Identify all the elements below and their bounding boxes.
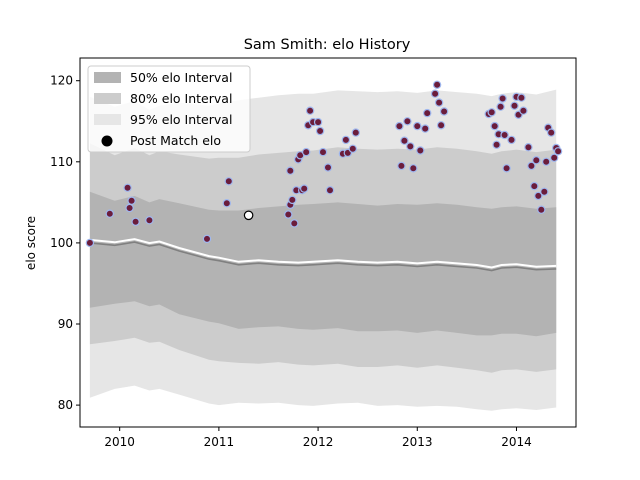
y-tick-label: 90 (58, 317, 73, 331)
post-match-point (517, 93, 526, 102)
legend-label: 95% elo Interval (130, 112, 232, 127)
post-match-point (397, 161, 406, 171)
post-match-point (540, 187, 549, 196)
post-match-point (507, 135, 516, 145)
post-match-point (284, 210, 293, 219)
legend-label: 80% elo Interval (130, 91, 232, 106)
post-match-point (487, 108, 496, 117)
post-match-point (532, 155, 541, 165)
x-tick-label: 2013 (402, 435, 433, 449)
legend-marker (101, 135, 113, 147)
post-match-point (439, 107, 449, 116)
post-match-point (502, 164, 511, 173)
y-tick-label: 100 (50, 236, 73, 250)
post-match-point (341, 135, 351, 145)
post-match-point (519, 106, 528, 115)
post-match-point (496, 102, 505, 111)
post-match-point (406, 142, 415, 151)
x-tick-label: 2014 (501, 435, 532, 449)
post-match-point (145, 215, 154, 225)
post-match-point (125, 203, 134, 213)
post-match-point (105, 209, 115, 218)
post-match-point (527, 161, 536, 171)
post-match-point (416, 146, 425, 155)
median-line (89, 241, 557, 272)
post-match-point (413, 121, 422, 131)
legend-box (87, 65, 251, 153)
plot-area (85, 80, 563, 411)
post-match-point (313, 117, 323, 127)
post-match-point (315, 126, 325, 136)
post-match-point (325, 185, 335, 195)
y-axis-label: elo score (24, 216, 38, 270)
post-match-point (434, 98, 444, 107)
y-tick-label: 80 (58, 398, 73, 412)
legend: 50% elo Interval 80% elo Interval 95% elo … (87, 65, 251, 153)
post-match-point (286, 166, 295, 175)
post-match-point (421, 124, 430, 133)
post-match-point (85, 238, 95, 248)
post-match-point (553, 147, 563, 156)
post-match-point (300, 184, 309, 193)
post-match-point (224, 177, 233, 186)
post-match-point (542, 157, 551, 166)
legend-swatch (94, 93, 121, 104)
post-match-point (498, 94, 507, 103)
post-match-point (432, 80, 442, 90)
post-match-point (510, 101, 519, 111)
post-match-point (222, 198, 231, 208)
post-match-point (530, 181, 539, 191)
x-tick-label: 2010 (104, 435, 135, 449)
post-match-point (492, 140, 501, 149)
post-match-point (351, 128, 360, 137)
post-match-point (400, 136, 409, 145)
post-match-point (305, 106, 315, 115)
legend-swatch (94, 72, 121, 83)
post-match-point (290, 219, 299, 228)
post-match-point (288, 195, 297, 205)
median-halo-line (89, 238, 557, 269)
post-match-point (123, 183, 132, 192)
post-match-point (409, 164, 418, 173)
post-match-point (403, 117, 412, 126)
post-match-point (323, 163, 333, 172)
post-match-point (423, 108, 432, 118)
post-match-point (318, 147, 328, 157)
legend-swatch (94, 114, 121, 125)
post-match-point (348, 144, 357, 153)
post-match-point (436, 121, 446, 130)
highlighted-post-match-point (243, 210, 254, 221)
y-tick-label: 110 (50, 155, 73, 169)
post-match-point (550, 153, 559, 162)
x-tick-label: 2011 (204, 435, 235, 449)
post-match-point (131, 217, 140, 226)
x-tick-label: 2012 (303, 435, 334, 449)
y-tick-label: 120 (50, 74, 73, 88)
chart-title: Sam Smith: elo History (244, 37, 411, 53)
post-match-point (127, 196, 136, 205)
post-match-point (202, 234, 212, 244)
legend-label: 50% elo Interval (130, 70, 232, 85)
post-match-point (524, 142, 533, 152)
post-match-point (302, 147, 311, 157)
axes: 2010 2011 2012 2013 2014 80 90 100 110 120 (50, 57, 577, 449)
post-match-point (537, 205, 546, 214)
post-match-point (395, 121, 404, 131)
post-match-point (500, 130, 509, 140)
post-match-point (430, 89, 440, 98)
post-match-point (534, 191, 543, 201)
post-match-point (490, 121, 499, 131)
legend-label: Post Match elo (130, 133, 221, 148)
post-match-point (547, 128, 556, 137)
